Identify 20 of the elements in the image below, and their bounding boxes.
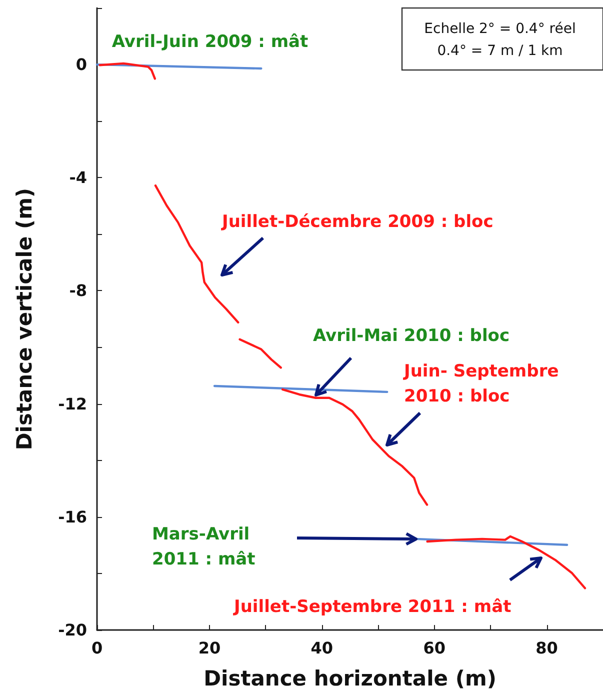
annotation: Mars-Avril 2011 : mât xyxy=(152,524,256,570)
annotation: Avril-Mai 2010 : bloc xyxy=(313,326,510,346)
annotation: Juillet-Septembre 2011 : mât xyxy=(233,597,512,617)
y-tick-label: -4 xyxy=(69,168,87,188)
x-axis-title: Distance horizontale (m) xyxy=(204,666,496,690)
x-tick-label: 40 xyxy=(310,638,334,658)
annotation: Avril-Juin 2009 : mât xyxy=(112,32,308,52)
y-tick-label: -8 xyxy=(69,281,87,300)
annotation: Juin- Septembre 2010 : bloc xyxy=(403,362,559,406)
x-tick-label: 20 xyxy=(198,638,221,658)
y-tick-label: -12 xyxy=(58,394,87,414)
x-tick-label: 60 xyxy=(423,638,446,658)
y-axis-title: Distance verticale (m) xyxy=(12,188,36,450)
annotation: Juillet-Décembre 2009 : bloc xyxy=(221,212,494,232)
y-tick-label: -20 xyxy=(58,620,87,640)
y-tick-label: 0 xyxy=(76,55,87,74)
annotation: Echelle 2° = 0.4° réel 0.4° = 7 m / 1 km xyxy=(424,21,576,59)
y-tick-label: -16 xyxy=(58,507,87,526)
x-tick-label: 0 xyxy=(91,638,103,658)
x-tick-label: 80 xyxy=(536,638,558,658)
